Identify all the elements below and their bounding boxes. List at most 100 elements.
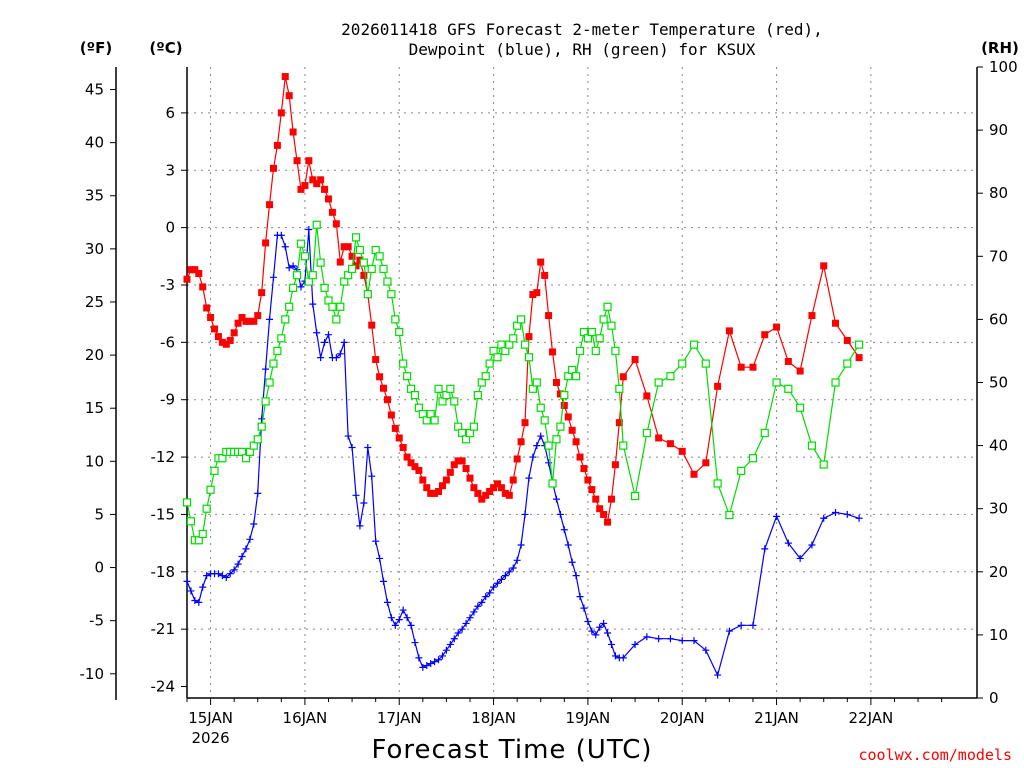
temperature-point (529, 291, 537, 299)
dewpoint-point (395, 616, 403, 624)
celsius-tick-label: -21 (151, 620, 176, 638)
temperature-point (615, 419, 623, 427)
rh-point (363, 290, 372, 299)
rh-point (642, 428, 651, 438)
celsius-tick-label: 6 (165, 104, 175, 122)
dewpoint-point (568, 558, 576, 566)
rh-point (591, 346, 600, 356)
dewpoint-point (435, 656, 443, 664)
rh-tick-label: 70 (989, 247, 1008, 265)
rh-point (202, 504, 211, 513)
dewpoint-point (525, 474, 533, 482)
temperature-point (545, 312, 553, 320)
credit-text: coolwx.com/models (858, 746, 1012, 764)
temperature-point (592, 495, 600, 503)
temperature-point (199, 283, 207, 291)
temperature-point (372, 356, 380, 364)
temperature-point (207, 313, 215, 321)
temperature-point (301, 182, 309, 190)
dewpoint-point (560, 526, 568, 534)
dewpoint-point (596, 623, 604, 631)
series-rh (182, 220, 864, 545)
temperature-point (564, 413, 572, 421)
temperature-point (297, 185, 305, 193)
rh-point (548, 479, 557, 488)
temperature-point (619, 373, 627, 381)
dewpoint-point (678, 637, 686, 645)
temperature-point (395, 434, 403, 442)
fahrenheit-tick-label: -10 (80, 665, 105, 683)
rh-tick-label: 80 (989, 184, 1008, 202)
temperature-point (537, 258, 545, 266)
dewpoint-point (832, 509, 840, 517)
celsius-tick-label: -12 (151, 448, 176, 466)
dewpoint-point (588, 627, 596, 635)
temperature-point (737, 363, 745, 371)
rh-point (383, 277, 392, 286)
dewpoint-point (344, 432, 352, 440)
temperature-point (368, 321, 376, 329)
dewpoint-point (387, 614, 395, 622)
dewpoint-point (423, 661, 431, 669)
dewpoint-point (446, 640, 454, 648)
temperature-point (588, 486, 596, 494)
temperature-point (533, 289, 541, 297)
celsius-tick-label: -3 (160, 276, 175, 294)
temperature-point (317, 176, 325, 184)
temperature-point (509, 476, 517, 484)
dewpoint-point (454, 629, 462, 637)
dewpoint-line (186, 229, 860, 677)
rh-point (355, 245, 365, 255)
temperature-point (438, 482, 446, 490)
dewpoint-point (450, 635, 458, 643)
temperature-point (289, 128, 297, 136)
rh-point (312, 220, 321, 229)
x-tick-label: 19JAN (566, 709, 611, 727)
dewpoint-point (313, 329, 321, 337)
rh-point (701, 359, 710, 368)
rh-point (473, 391, 482, 400)
fahrenheit-tick-label: -5 (89, 612, 104, 630)
rh-point (516, 315, 526, 324)
temperature-point (305, 157, 313, 165)
rh-tick-label: 30 (989, 500, 1008, 518)
rh-point (524, 353, 534, 362)
rh-point (300, 252, 310, 261)
temperature-point (643, 392, 651, 400)
rh-point (387, 290, 396, 299)
rh-point (854, 340, 864, 349)
temperature-point (344, 243, 352, 251)
dewpoint-point (364, 444, 372, 452)
rh-point (666, 372, 675, 381)
dewpoint-point (403, 614, 411, 622)
dewpoint-point (277, 231, 285, 239)
dewpoint-point (584, 618, 592, 626)
dewpoint-point (643, 633, 651, 641)
dewpoint-point (517, 541, 525, 549)
x-tick-label: 18JAN (471, 709, 516, 727)
temperature-point (281, 73, 289, 81)
temperature-point (234, 319, 242, 327)
temperature-point (702, 459, 710, 467)
rh-point (748, 454, 758, 463)
rh-point (450, 397, 459, 406)
series (182, 73, 864, 679)
dewpoint-point (340, 338, 348, 346)
temperature-point (584, 476, 592, 484)
dewpoint-point (611, 652, 619, 660)
dewpoint-point (356, 522, 364, 530)
dewpoint-point (352, 491, 360, 499)
rh-point (469, 422, 479, 431)
temperature-point (266, 201, 274, 209)
dewpoint-point (368, 472, 376, 480)
temperature-point (415, 466, 423, 474)
dewpoint-point (505, 568, 513, 576)
dewpoint-point (297, 283, 305, 291)
dewpoint-point (619, 654, 627, 662)
rh-point (556, 422, 565, 431)
temperature-point (600, 510, 608, 518)
dewpoint-point (655, 635, 663, 643)
temperature-point (832, 319, 840, 327)
temperature-point (490, 484, 498, 492)
